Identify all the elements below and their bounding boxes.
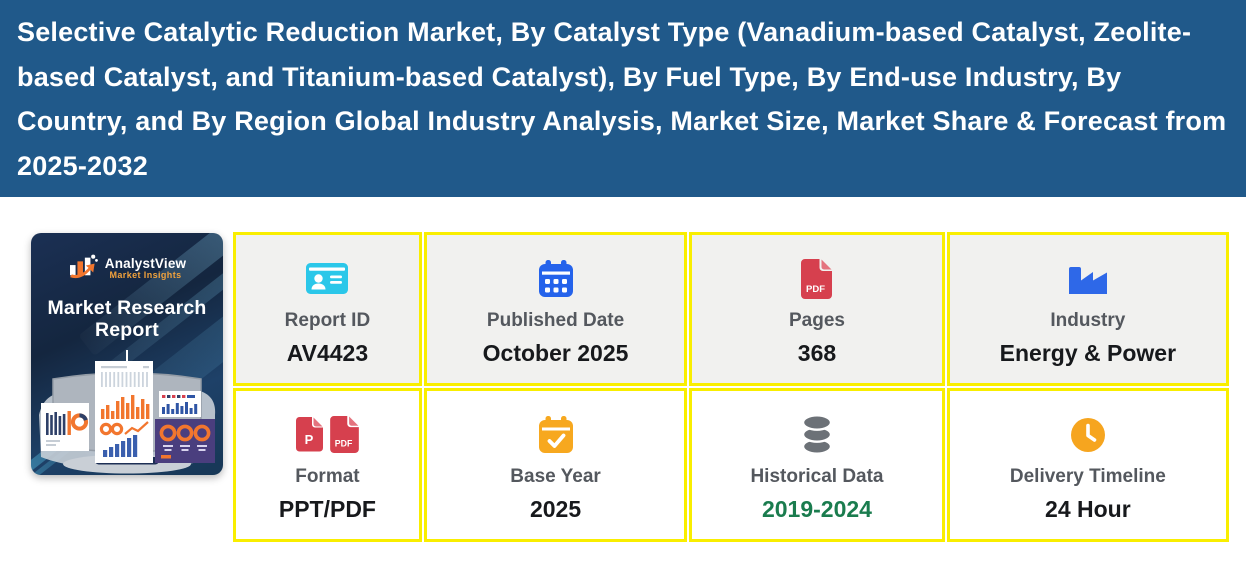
factory-icon	[1068, 258, 1108, 299]
card-industry: Industry Energy & Power	[946, 232, 1229, 386]
clock-icon	[1070, 414, 1106, 455]
card-label: Industry	[1050, 310, 1126, 331]
monitor-charts-illustration	[39, 361, 216, 474]
card-label: Historical Data	[750, 466, 884, 487]
card-value: Energy & Power	[999, 340, 1177, 366]
card-value: PPT/PDF	[278, 496, 376, 522]
card-value: 24 Hour	[1045, 496, 1131, 522]
calendar-icon	[538, 258, 573, 299]
card-label: Pages	[788, 310, 845, 331]
card-value: 368	[797, 340, 837, 366]
card-pages: PDF Pages 368	[689, 232, 945, 386]
brand-name: AnalystView	[104, 255, 187, 271]
card-format: P PDF Format PPT/PDF	[233, 388, 422, 542]
pdf-file-icon: PDF	[801, 258, 833, 299]
card-value: 2019-2024	[761, 496, 872, 522]
brand-tagline: Market Insights	[109, 269, 182, 280]
report-title-banner: Selective Catalytic Reduction Market, By…	[0, 0, 1246, 197]
id-card-icon	[306, 258, 349, 299]
card-historical-data: Historical Data 2019-2024	[689, 388, 945, 542]
report-cover-image: AnalystView Market Insights Market Resea…	[31, 233, 223, 475]
card-base-year: Base Year 2025	[423, 388, 688, 542]
card-delivery-timeline: Delivery Timeline 24 Hour	[946, 388, 1229, 542]
brand-logo: AnalystView Market Insights	[31, 253, 223, 284]
card-value: 2025	[529, 496, 582, 522]
card-label: Delivery Timeline	[1009, 466, 1166, 487]
page-title: Selective Catalytic Reduction Market, By…	[17, 17, 1227, 181]
database-icon	[800, 414, 834, 455]
svg-text:PDF: PDF	[806, 284, 825, 295]
card-value: October 2025	[482, 340, 629, 366]
report-meta-grid: Report ID AV4423 Published Date October …	[233, 232, 1229, 542]
card-report-id: Report ID AV4423	[233, 232, 422, 386]
card-published-date: Published Date October 2025	[423, 232, 688, 386]
card-value: AV4423	[286, 340, 369, 366]
bar-chart-logo-icon	[68, 253, 98, 284]
ppt-pdf-files-icon: P PDF	[295, 414, 359, 455]
card-label: Format	[295, 466, 360, 487]
svg-text:P: P	[305, 432, 314, 447]
calendar-check-icon	[538, 414, 573, 455]
card-label: Published Date	[486, 310, 625, 331]
svg-text:PDF: PDF	[335, 439, 353, 449]
cover-report-title: Market Research Report	[47, 297, 207, 342]
card-label: Base Year	[510, 466, 601, 487]
card-label: Report ID	[284, 310, 371, 331]
